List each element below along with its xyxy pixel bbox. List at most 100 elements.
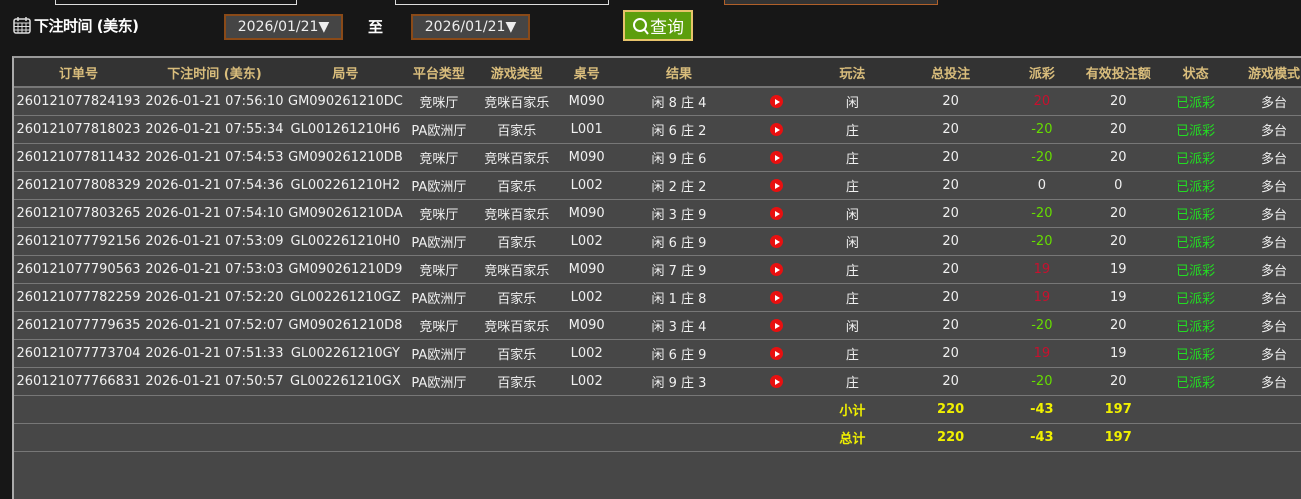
cell-bet-type: 庄 [808, 115, 897, 144]
cell-result: 闲 6 庄 2 [612, 115, 746, 144]
date-filter: 下注时间 (美东) [12, 10, 139, 40]
cell-video[interactable] [745, 115, 809, 144]
cell-video[interactable] [745, 311, 809, 340]
date-from-select[interactable]: 2026/01/21▼ [224, 14, 343, 40]
cell-game-type: 百家乐 [472, 283, 561, 312]
play-video-icon[interactable] [770, 235, 784, 248]
play-video-icon[interactable] [770, 319, 784, 332]
cell-bet-type: 闲 [808, 199, 897, 228]
cell-valid-bet: 20 [1079, 227, 1158, 256]
cell-total-bet: 20 [896, 255, 1005, 284]
cell-video[interactable] [745, 367, 809, 396]
bet-records-table: 订单号 下注时间 (美东) 局号 平台类型 游戏类型 桌号 结果 玩法 总投注 派彩 有效投注额 状态… [12, 56, 1301, 499]
cell-game-mode: 多台 [1234, 199, 1301, 228]
cell-video[interactable] [745, 227, 809, 256]
cell-game-mode: 多台 [1234, 87, 1301, 116]
cell-game-type: 百家乐 [472, 339, 561, 368]
cell-bet-time: 2026-01-21 07:53:03 [142, 255, 286, 284]
cell-game-type: 百家乐 [472, 115, 561, 144]
cell-platform: PA欧洲厅 [404, 339, 473, 368]
play-video-icon[interactable] [770, 95, 784, 108]
cell-status: 已派彩 [1157, 199, 1235, 228]
cell-game-type: 竞咪百家乐 [472, 255, 561, 284]
cell-status: 已派彩 [1157, 171, 1235, 200]
cell-valid-bet: 20 [1079, 143, 1158, 172]
cell-payout: -43 [1004, 395, 1080, 424]
cell-round-no: GL002261210GY [285, 339, 405, 368]
play-video-icon[interactable] [770, 151, 784, 164]
cell-result: 闲 1 庄 8 [612, 283, 746, 312]
cell-status [1157, 395, 1235, 424]
cell-bet-time: 2026-01-21 07:55:34 [142, 115, 286, 144]
to-label: 至 [368, 18, 384, 36]
query-button[interactable]: 查询 [623, 10, 693, 41]
cell-video[interactable] [745, 143, 809, 172]
play-video-icon[interactable] [770, 291, 784, 304]
play-video-icon[interactable] [770, 123, 784, 136]
cell-status: 已派彩 [1157, 255, 1235, 284]
header-order-no: 订单号 [14, 58, 143, 88]
cell-video[interactable] [745, 339, 809, 368]
cell-total-bet: 20 [896, 311, 1005, 340]
cell-bet-time [142, 395, 286, 424]
table-row: 260121077792156 2026-01-21 07:53:09 GL0022… [14, 227, 1301, 256]
cell-platform: PA欧洲厅 [404, 115, 473, 144]
cell-video [745, 423, 809, 452]
cell-table-no: L002 [560, 339, 613, 368]
play-video-icon[interactable] [770, 179, 784, 192]
cell-result: 闲 3 庄 9 [612, 199, 746, 228]
cell-video[interactable] [745, 255, 809, 284]
table-row: 260121077803265 2026-01-21 07:54:10 GM0902… [14, 199, 1301, 228]
top-input-1[interactable] [55, 0, 297, 5]
cell-round-no: GL002261210H2 [285, 171, 405, 200]
calendar-icon [13, 17, 31, 34]
cell-bet-time [142, 423, 286, 452]
cell-payout: 19 [1004, 283, 1080, 312]
play-video-icon[interactable] [770, 375, 784, 388]
top-input-2[interactable] [395, 0, 609, 5]
total-row: 总计 220 -43 197 [14, 423, 1301, 452]
cell-platform [404, 423, 473, 452]
cell-payout: 0 [1004, 171, 1080, 200]
cell-order-no: 260121077773704 [14, 339, 143, 368]
cell-total-bet: 220 [896, 423, 1005, 452]
table-row: 260121077766831 2026-01-21 07:50:57 GL0022… [14, 367, 1301, 396]
cell-result: 闲 8 庄 4 [612, 87, 746, 116]
cell-payout: -20 [1004, 227, 1080, 256]
cell-bet-type: 庄 [808, 171, 897, 200]
top-input-3[interactable] [724, 0, 938, 5]
cell-table-no: M090 [560, 255, 613, 284]
table-row: 260121077808329 2026-01-21 07:54:36 GL0022… [14, 171, 1301, 200]
cell-total-bet: 20 [896, 143, 1005, 172]
cell-bet-time: 2026-01-21 07:51:33 [142, 339, 286, 368]
cell-game-mode: 多台 [1234, 227, 1301, 256]
cell-payout: -20 [1004, 311, 1080, 340]
play-video-icon[interactable] [770, 207, 784, 220]
cell-order-no: 260121077808329 [14, 171, 143, 200]
cell-order-no: 260121077811432 [14, 143, 143, 172]
cell-valid-bet: 0 [1079, 171, 1158, 200]
play-video-icon[interactable] [770, 263, 784, 276]
cell-round-no [285, 395, 405, 424]
cell-status [1157, 423, 1235, 452]
cell-bet-time: 2026-01-21 07:50:57 [142, 367, 286, 396]
cell-platform: PA欧洲厅 [404, 171, 473, 200]
cell-table-no: L001 [560, 115, 613, 144]
cell-game-mode: 多台 [1234, 283, 1301, 312]
play-video-icon[interactable] [770, 347, 784, 360]
date-to-select[interactable]: 2026/01/21▼ [411, 14, 530, 40]
cell-platform: 竞咪厅 [404, 143, 473, 172]
cell-round-no: GL002261210H0 [285, 227, 405, 256]
cell-video[interactable] [745, 87, 809, 116]
cell-payout: -20 [1004, 367, 1080, 396]
cell-result: 闲 3 庄 4 [612, 311, 746, 340]
cell-table-no: L002 [560, 283, 613, 312]
cell-video[interactable] [745, 283, 809, 312]
cell-video[interactable] [745, 199, 809, 228]
cell-order-no [14, 423, 143, 452]
cell-bet-type: 庄 [808, 143, 897, 172]
cell-platform: 竞咪厅 [404, 87, 473, 116]
header-game-type: 游戏类型 [472, 58, 561, 88]
cell-game-mode [1234, 395, 1301, 424]
cell-video[interactable] [745, 171, 809, 200]
